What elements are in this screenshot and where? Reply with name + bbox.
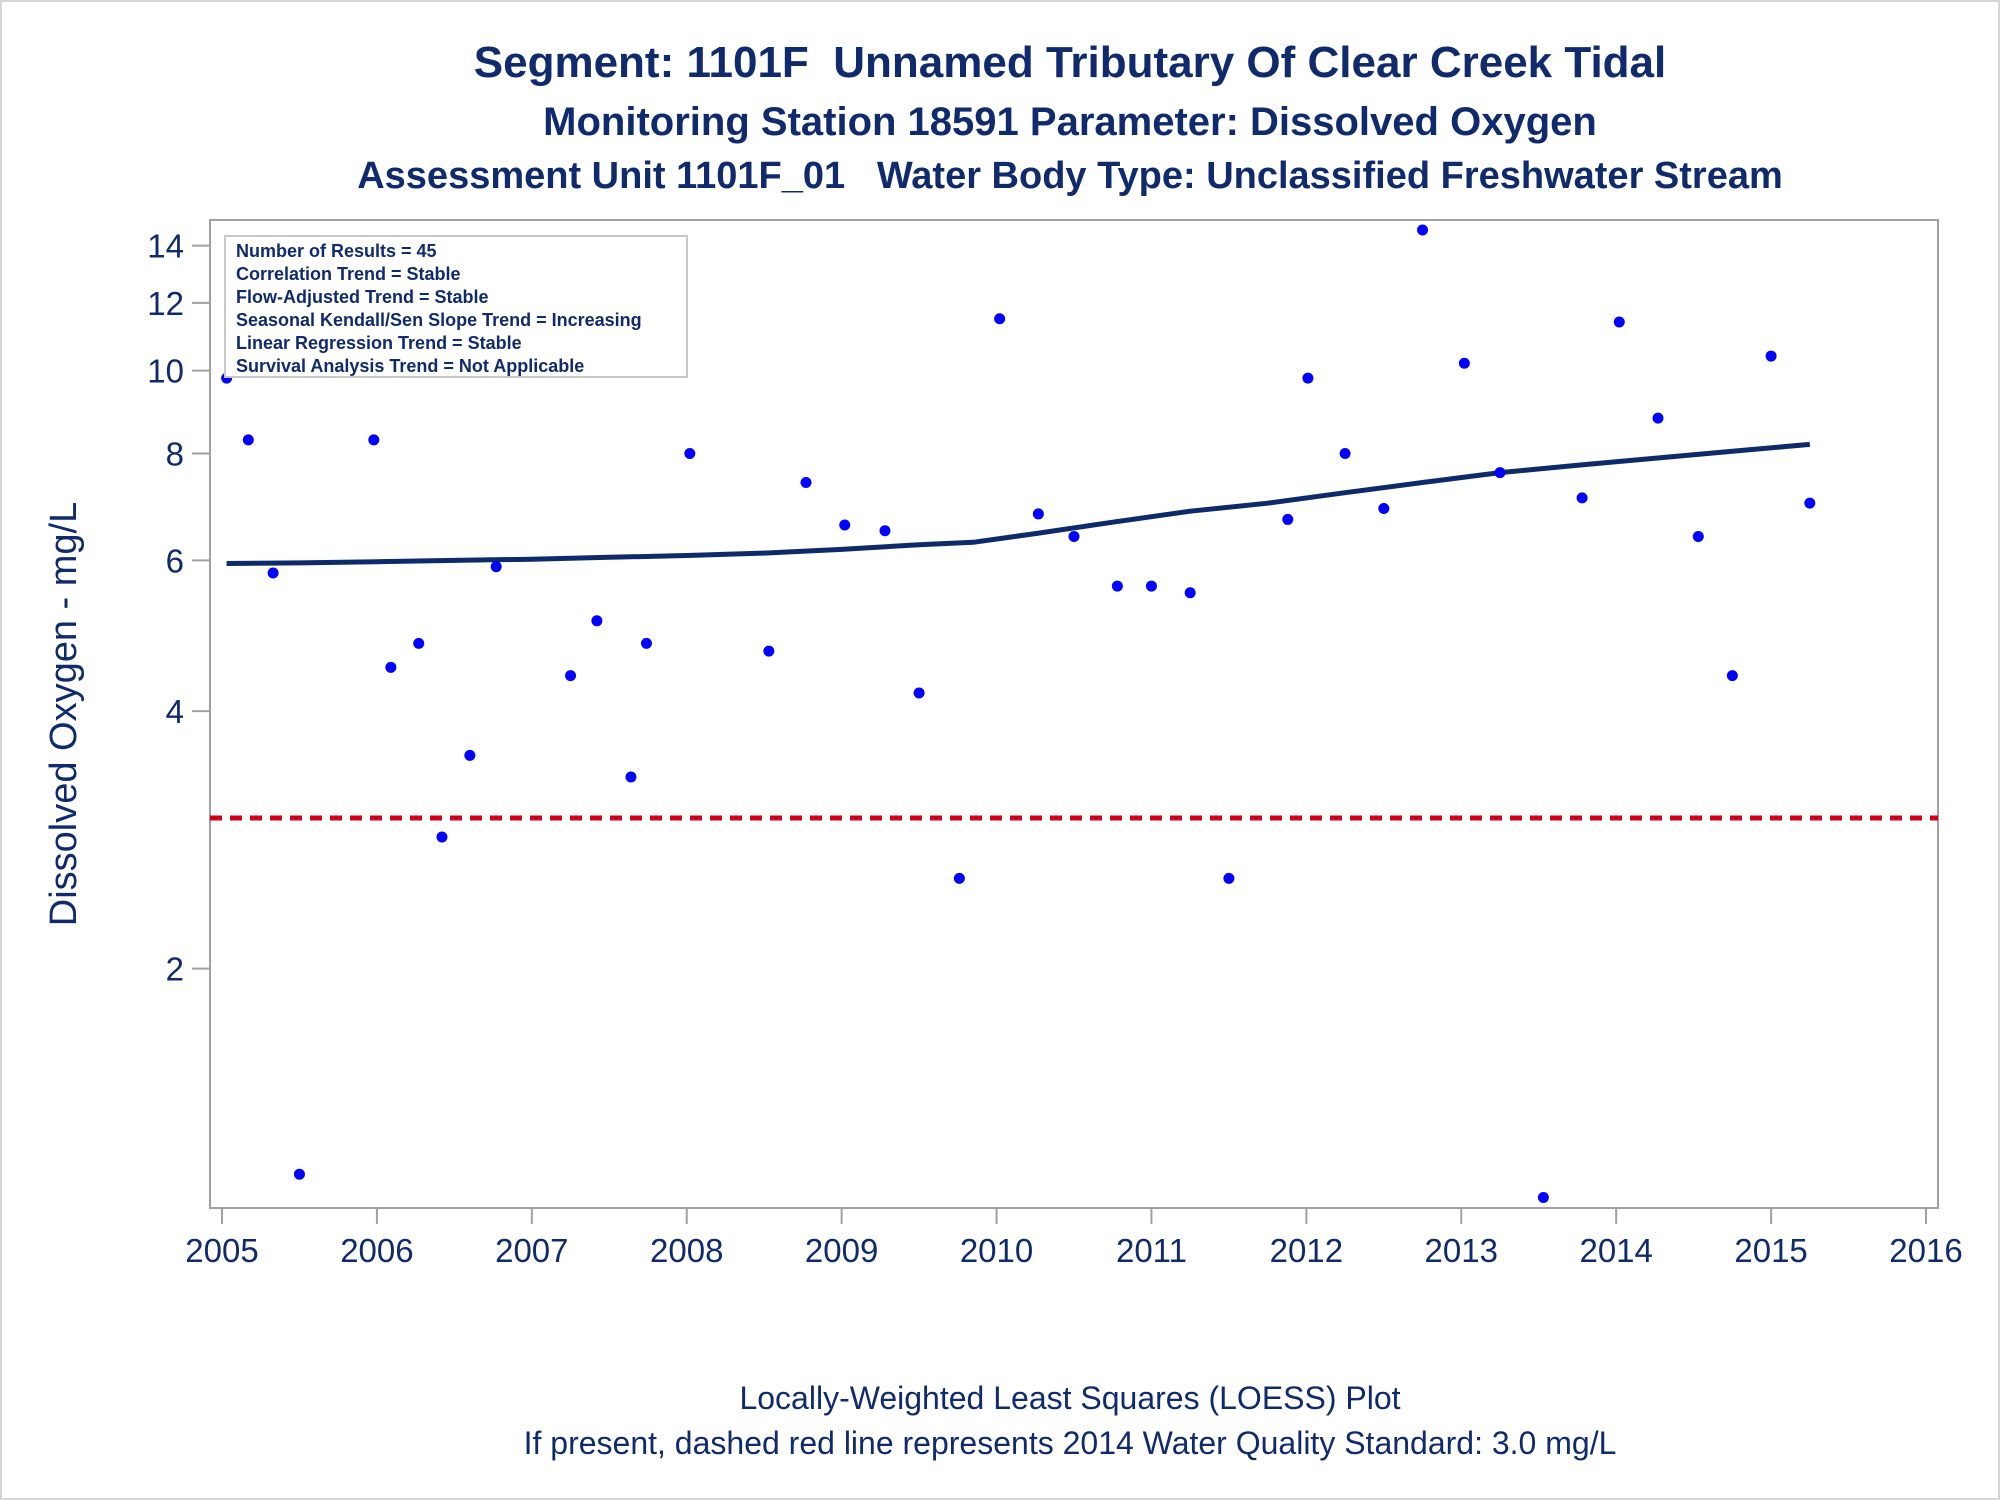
x-tick-label: 2006 bbox=[340, 1232, 413, 1269]
x-axis: 2005 2006 2007 2008 2009 2010 2011 2012 2013 2014… bbox=[185, 1208, 1963, 1269]
data-point bbox=[1576, 492, 1588, 504]
data-point bbox=[1804, 497, 1816, 509]
data-point bbox=[1282, 513, 1294, 525]
y-tick-label: 8 bbox=[166, 436, 184, 473]
x-tick-label: 2011 bbox=[1116, 1232, 1187, 1269]
data-point bbox=[464, 749, 476, 761]
data-point bbox=[267, 567, 279, 579]
data-point bbox=[1339, 448, 1351, 460]
y-axis-label: Dissolved Oxygen - mg/L bbox=[43, 502, 85, 927]
y-tick-label: 12 bbox=[147, 285, 184, 322]
data-point bbox=[1613, 316, 1625, 328]
data-point bbox=[1417, 224, 1429, 236]
x-tick-label: 2013 bbox=[1425, 1232, 1498, 1269]
data-point bbox=[994, 313, 1006, 325]
data-point bbox=[436, 831, 448, 843]
stats-line: Correlation Trend = Stable bbox=[236, 264, 461, 284]
y-tick-label: 6 bbox=[166, 542, 184, 579]
data-points bbox=[221, 224, 1816, 1204]
stats-box: Number of Results = 45 Correlation Trend … bbox=[224, 235, 688, 378]
y-axis: 2 4 6 8 10 12 14 bbox=[147, 228, 210, 988]
y-tick-label: 2 bbox=[166, 951, 184, 988]
data-point bbox=[1494, 467, 1506, 479]
footnote-standard: If present, dashed red line represents 2… bbox=[523, 1425, 1617, 1461]
x-tick-label: 2007 bbox=[495, 1232, 568, 1269]
data-point bbox=[763, 645, 775, 657]
x-tick-label: 2008 bbox=[650, 1232, 723, 1269]
data-point bbox=[913, 687, 925, 699]
data-point bbox=[293, 1168, 305, 1180]
data-point bbox=[625, 771, 637, 783]
data-point bbox=[1378, 503, 1390, 515]
data-point bbox=[1458, 357, 1470, 369]
x-tick-label: 2005 bbox=[185, 1232, 258, 1269]
y-tick-label: 14 bbox=[147, 228, 184, 265]
data-point bbox=[565, 670, 577, 682]
x-tick-label: 2016 bbox=[1889, 1232, 1962, 1269]
data-point bbox=[1765, 350, 1777, 362]
plot-area bbox=[209, 219, 1939, 1209]
data-point bbox=[1302, 372, 1314, 384]
stats-line: Linear Regression Trend = Stable bbox=[236, 333, 522, 353]
data-point bbox=[1032, 508, 1044, 520]
stats-line: Survival Analysis Trend = Not Applicable bbox=[236, 356, 584, 376]
data-point bbox=[413, 637, 425, 649]
footnote-method: Locally-Weighted Least Squares (LOESS) P… bbox=[739, 1380, 1401, 1416]
data-point bbox=[490, 561, 502, 573]
data-point bbox=[591, 615, 603, 627]
y-tick-label: 4 bbox=[166, 693, 184, 730]
data-point bbox=[953, 872, 965, 884]
stats-line: Number of Results = 45 bbox=[236, 241, 437, 261]
data-point bbox=[839, 519, 851, 531]
data-point bbox=[800, 477, 812, 489]
x-tick-label: 2014 bbox=[1579, 1232, 1652, 1269]
data-point bbox=[1692, 530, 1704, 542]
data-point bbox=[1537, 1192, 1549, 1204]
data-point bbox=[1068, 530, 1080, 542]
data-point bbox=[640, 637, 652, 649]
data-point bbox=[684, 448, 696, 460]
chart-subtitle-2: Assessment Unit 1101F_01 Water Body Type… bbox=[357, 155, 1783, 197]
x-tick-label: 2009 bbox=[805, 1232, 878, 1269]
data-point bbox=[368, 434, 380, 446]
data-point bbox=[242, 434, 254, 446]
y-tick-label: 10 bbox=[147, 353, 184, 390]
chart-title: Segment: 1101F Unnamed Tributary Of Clea… bbox=[473, 38, 1667, 87]
stats-line: Flow-Adjusted Trend = Stable bbox=[236, 287, 489, 307]
stats-line: Seasonal Kendall/Sen Slope Trend = Incre… bbox=[236, 310, 642, 330]
data-point bbox=[1726, 670, 1738, 682]
data-point bbox=[385, 661, 397, 673]
chart-subtitle: Monitoring Station 18591 Parameter: Diss… bbox=[543, 100, 1597, 144]
data-point bbox=[1184, 587, 1196, 599]
data-point bbox=[1652, 412, 1664, 424]
data-point bbox=[1223, 872, 1235, 884]
data-point bbox=[879, 525, 891, 537]
x-tick-label: 2012 bbox=[1270, 1232, 1343, 1269]
x-tick-label: 2015 bbox=[1734, 1232, 1807, 1269]
loess-curve bbox=[226, 441, 1811, 566]
data-point bbox=[1111, 580, 1123, 592]
data-point bbox=[1145, 580, 1157, 592]
x-tick-label: 2010 bbox=[960, 1232, 1033, 1269]
